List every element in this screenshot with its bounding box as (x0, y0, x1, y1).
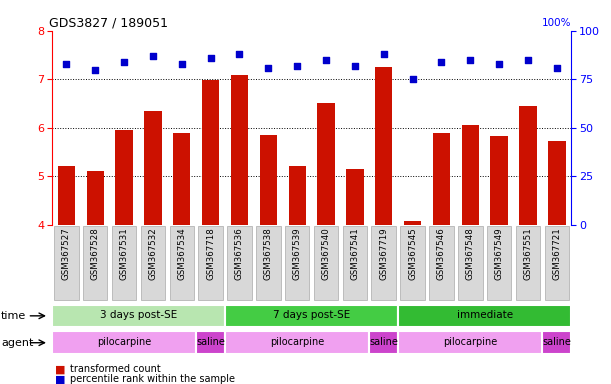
Text: transformed count: transformed count (70, 364, 161, 374)
Text: 100%: 100% (542, 18, 571, 28)
FancyBboxPatch shape (429, 226, 454, 300)
Bar (462, 125, 479, 225)
Point (523, 57, 533, 63)
Point (90, 66, 100, 73)
Text: saline: saline (369, 337, 398, 347)
FancyBboxPatch shape (83, 226, 108, 300)
Bar (375, 67, 392, 225)
FancyBboxPatch shape (458, 226, 483, 300)
FancyBboxPatch shape (225, 305, 398, 327)
Text: time: time (1, 311, 26, 321)
Bar (491, 136, 508, 225)
Text: GSM367549: GSM367549 (495, 227, 503, 280)
FancyBboxPatch shape (52, 331, 196, 354)
Text: GSM367546: GSM367546 (437, 227, 446, 280)
Text: GDS3827 / 189051: GDS3827 / 189051 (49, 17, 169, 30)
Point (552, 65, 562, 71)
Point (148, 53, 158, 59)
Bar (260, 135, 277, 225)
Bar (519, 106, 536, 225)
Text: GSM367528: GSM367528 (90, 227, 100, 280)
Text: GSM367531: GSM367531 (120, 227, 128, 280)
Point (350, 63, 360, 69)
Point (235, 51, 244, 57)
Text: GSM367541: GSM367541 (350, 227, 359, 280)
FancyBboxPatch shape (343, 226, 367, 300)
Text: GSM367719: GSM367719 (379, 227, 388, 280)
Bar (202, 80, 219, 225)
Text: agent: agent (1, 338, 34, 348)
Point (263, 65, 273, 71)
FancyBboxPatch shape (169, 226, 194, 300)
FancyBboxPatch shape (285, 226, 309, 300)
Text: GSM367534: GSM367534 (177, 227, 186, 280)
Point (206, 55, 216, 61)
Text: pilocarpine: pilocarpine (443, 337, 497, 347)
Text: GSM367527: GSM367527 (62, 227, 71, 280)
Text: pilocarpine: pilocarpine (270, 337, 324, 347)
Bar (404, 221, 421, 225)
Point (408, 76, 417, 82)
Bar (548, 141, 566, 225)
Bar (346, 169, 364, 225)
Text: GSM367538: GSM367538 (264, 227, 273, 280)
FancyBboxPatch shape (398, 305, 571, 327)
Text: percentile rank within the sample: percentile rank within the sample (70, 374, 235, 384)
Text: ■: ■ (55, 364, 65, 374)
Text: ■: ■ (55, 374, 65, 384)
Bar (173, 132, 191, 225)
Bar (115, 130, 133, 225)
Bar (231, 75, 248, 225)
FancyBboxPatch shape (543, 331, 571, 354)
Text: pilocarpine: pilocarpine (97, 337, 151, 347)
Point (292, 63, 302, 69)
Text: GSM367551: GSM367551 (524, 227, 533, 280)
FancyBboxPatch shape (199, 226, 223, 300)
FancyBboxPatch shape (544, 226, 569, 300)
Text: GSM367532: GSM367532 (148, 227, 158, 280)
FancyBboxPatch shape (516, 226, 540, 300)
FancyBboxPatch shape (400, 226, 425, 300)
Text: 3 days post-SE: 3 days post-SE (100, 310, 177, 320)
Text: GSM367536: GSM367536 (235, 227, 244, 280)
Bar (144, 111, 161, 225)
Text: GSM367548: GSM367548 (466, 227, 475, 280)
Bar (317, 103, 335, 225)
Bar (87, 171, 104, 225)
FancyBboxPatch shape (196, 331, 225, 354)
FancyBboxPatch shape (141, 226, 165, 300)
Text: saline: saline (543, 337, 571, 347)
Point (62, 61, 71, 67)
FancyBboxPatch shape (398, 331, 543, 354)
FancyBboxPatch shape (52, 305, 225, 327)
Point (466, 57, 475, 63)
FancyBboxPatch shape (54, 226, 79, 300)
Point (437, 59, 447, 65)
Text: GSM367540: GSM367540 (321, 227, 331, 280)
Text: saline: saline (196, 337, 225, 347)
Text: GSM367545: GSM367545 (408, 227, 417, 280)
Point (119, 59, 129, 65)
Text: 7 days post-SE: 7 days post-SE (273, 310, 350, 320)
FancyBboxPatch shape (256, 226, 280, 300)
Bar (57, 167, 75, 225)
Text: immediate: immediate (456, 310, 513, 320)
FancyBboxPatch shape (487, 226, 511, 300)
FancyBboxPatch shape (314, 226, 338, 300)
FancyBboxPatch shape (369, 331, 398, 354)
Text: GSM367721: GSM367721 (552, 227, 562, 280)
FancyBboxPatch shape (227, 226, 252, 300)
Point (177, 61, 187, 67)
Bar (288, 167, 306, 225)
Text: GSM367539: GSM367539 (293, 227, 302, 280)
FancyBboxPatch shape (225, 331, 369, 354)
Text: GSM367718: GSM367718 (206, 227, 215, 280)
Bar (433, 132, 450, 225)
Point (321, 57, 331, 63)
FancyBboxPatch shape (112, 226, 136, 300)
FancyBboxPatch shape (371, 226, 396, 300)
Point (494, 61, 504, 67)
Point (379, 51, 389, 57)
